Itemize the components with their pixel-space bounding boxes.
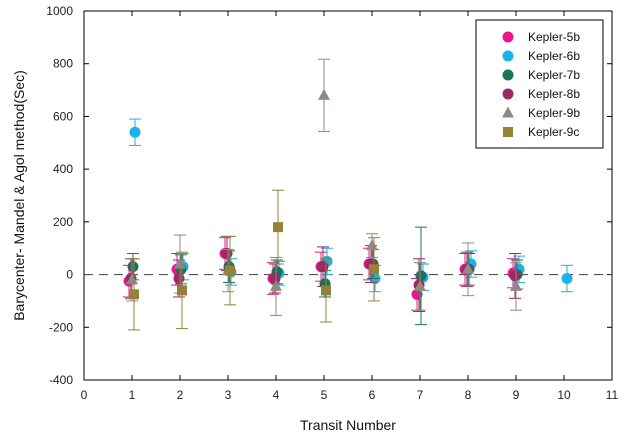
legend-label: Kepler-7b [528, 68, 580, 82]
data-point [415, 270, 427, 282]
legend-label: Kepler-9b [528, 106, 580, 120]
data-point [273, 222, 283, 233]
data-point [462, 262, 474, 274]
data-point [317, 261, 329, 273]
x-tick-label: 7 [417, 388, 424, 402]
data-point [414, 279, 426, 291]
y-tick-label: -400 [49, 373, 73, 387]
x-tick-label: 11 [606, 388, 619, 402]
x-tick-label: 2 [177, 388, 184, 402]
legend-label: Kepler-9c [528, 125, 579, 139]
x-tick-label: 8 [465, 388, 472, 402]
x-tick-label: 1 [129, 388, 136, 402]
plot-frame [83, 10, 613, 381]
series-kepler-9c [128, 189, 380, 331]
data-point [561, 273, 573, 285]
data-point [127, 261, 139, 273]
data-point [509, 270, 521, 282]
data-point [174, 257, 186, 269]
legend-label: Kepler-5b [528, 30, 580, 44]
legend-marker [502, 69, 514, 81]
data-point [177, 285, 187, 296]
data-point [129, 126, 141, 138]
legend-marker [502, 88, 514, 100]
y-tick-label: -200 [49, 320, 73, 334]
x-axis-title: Transit Number [300, 417, 396, 433]
data-point [126, 273, 138, 285]
data-point [321, 285, 331, 296]
y-tick-label: 800 [53, 57, 73, 71]
data-point [270, 279, 282, 291]
y-tick-label: 600 [53, 109, 73, 123]
data-point [173, 273, 185, 285]
x-tick-label: 5 [321, 388, 328, 402]
data-point [369, 264, 379, 275]
legend-marker [502, 31, 514, 43]
x-tick-label: 3 [225, 388, 232, 402]
data-layer [123, 58, 573, 331]
legend-box [475, 19, 604, 149]
y-tick-label: 1000 [46, 4, 73, 18]
x-tick-label: 9 [513, 388, 520, 402]
x-tick-label: 10 [557, 388, 571, 402]
x-tick-label: 0 [81, 388, 88, 402]
y-tick-label: 0 [66, 268, 73, 282]
data-point [269, 273, 281, 285]
y-axis-title: Barycenter- Mandel & Agol method(Sec) [11, 70, 27, 321]
legend-marker [502, 50, 514, 62]
x-tick-label: 4 [273, 388, 280, 402]
data-point [225, 265, 235, 276]
y-tick-label: 200 [53, 215, 73, 229]
x-tick-label: 6 [369, 388, 376, 402]
axes-layer: 0 1 2 3 4 5 6 7 8 9 10 11 -400 -200 0 200 400 600 800 1000 [46, 4, 618, 402]
data-point [129, 289, 139, 300]
y-tick-label: 400 [53, 162, 73, 176]
data-point [510, 279, 522, 291]
legend-marker [503, 127, 513, 137]
legend-marker [502, 106, 514, 118]
legend-label: Kepler-8b [528, 87, 580, 101]
data-point [366, 239, 378, 251]
data-point [318, 88, 330, 100]
legend: Kepler-5b Kepler-6b Kepler-7b Kepler-8b Kepl… [475, 19, 604, 149]
legend-label: Kepler-6b [528, 49, 580, 63]
